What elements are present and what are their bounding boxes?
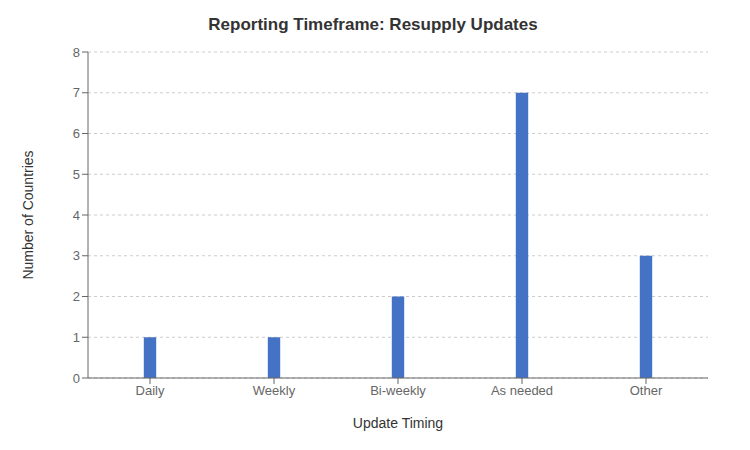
svg-text:Number of Countries: Number of Countries — [20, 150, 36, 279]
svg-text:Daily: Daily — [136, 383, 165, 398]
svg-text:7: 7 — [73, 85, 80, 100]
svg-text:6: 6 — [73, 126, 80, 141]
svg-text:Other: Other — [630, 383, 663, 398]
svg-text:As needed: As needed — [491, 383, 553, 398]
svg-text:Update Timing: Update Timing — [353, 415, 443, 431]
html-text:Reporting Timeframe: Resupply: Reporting Timeframe: Resupply Updates — [208, 15, 538, 34]
svg-text:8: 8 — [73, 45, 80, 60]
svg-text:Weekly: Weekly — [253, 383, 296, 398]
svg-text:Bi-weekly: Bi-weekly — [370, 383, 426, 398]
svg-text:2: 2 — [73, 289, 80, 304]
svg-text:0: 0 — [73, 371, 80, 386]
svg-text:5: 5 — [73, 167, 80, 182]
svg-text:3: 3 — [73, 248, 80, 263]
svg-text:1: 1 — [73, 330, 80, 345]
svg-text:4: 4 — [73, 208, 80, 223]
